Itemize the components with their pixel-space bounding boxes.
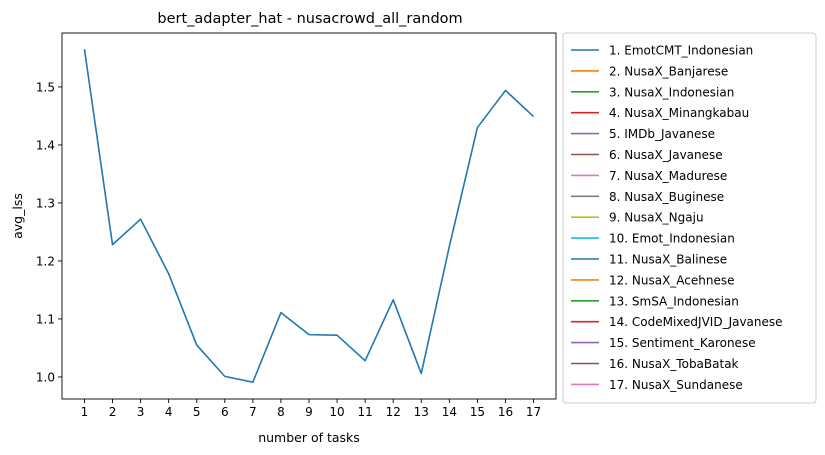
legend-label: 7. NusaX_Madurese bbox=[609, 169, 727, 183]
x-tick-label: 10 bbox=[329, 405, 344, 419]
x-tick-label: 2 bbox=[109, 405, 117, 419]
x-axis: 1 2 3 4 5 6 7 8 9 10 11 12 13 14 15 16 17 bbox=[81, 399, 541, 419]
legend-label: 2. NusaX_Banjarese bbox=[609, 64, 728, 78]
legend-label: 9. NusaX_Ngaju bbox=[609, 211, 704, 225]
legend-item: 16. NusaX_TobaBatak bbox=[571, 357, 739, 371]
y-tick-label: 1.0 bbox=[36, 370, 55, 384]
legend-label: 13. SmSA_Indonesian bbox=[609, 294, 739, 308]
legend-item: 11. NusaX_Balinese bbox=[571, 253, 727, 267]
x-tick-label: 3 bbox=[137, 405, 145, 419]
legend-label: 8. NusaX_Buginese bbox=[609, 190, 724, 204]
plot-area bbox=[61, 32, 557, 400]
series-line bbox=[83, 49, 535, 383]
legend-item: 1. EmotCMT_Indonesian bbox=[571, 44, 753, 58]
x-tick-label: 5 bbox=[193, 405, 201, 419]
legend-item: 15. Sentiment_Karonese bbox=[571, 336, 756, 350]
y-tick-label: 1.5 bbox=[36, 80, 55, 94]
legend-label: 10. Emot_Indonesian bbox=[609, 232, 735, 246]
legend-label: 14. CodeMixedJVID_Javanese bbox=[609, 315, 783, 329]
x-tick-label: 12 bbox=[386, 405, 401, 419]
legend: 1. EmotCMT_Indonesian 2. NusaX_Banjarese 3… bbox=[562, 32, 817, 404]
x-tick-label: 14 bbox=[442, 405, 457, 419]
series-layer bbox=[83, 49, 535, 383]
legend-item: 14. CodeMixedJVID_Javanese bbox=[571, 315, 783, 329]
legend-label: 11. NusaX_Balinese bbox=[609, 253, 727, 267]
x-tick-label: 6 bbox=[221, 405, 229, 419]
legend-label: 1. EmotCMT_Indonesian bbox=[609, 44, 753, 58]
legend-item: 12. NusaX_Acehnese bbox=[571, 273, 735, 287]
x-tick-label: 17 bbox=[526, 405, 541, 419]
legend-label: 17. NusaX_Sundanese bbox=[609, 378, 743, 392]
legend-item: 8. NusaX_Buginese bbox=[571, 190, 724, 204]
y-tick-label: 1.1 bbox=[36, 312, 55, 326]
legend-item: 2. NusaX_Banjarese bbox=[571, 64, 728, 78]
legend-item: 6. NusaX_Javanese bbox=[571, 148, 723, 162]
legend-label: 4. NusaX_Minangkabau bbox=[609, 106, 749, 120]
y-axis: 1.0 1.1 1.2 1.3 1.4 1.5 bbox=[36, 80, 62, 384]
legend-item: 17. NusaX_Sundanese bbox=[571, 378, 743, 392]
x-tick-label: 8 bbox=[277, 405, 285, 419]
legend-frame bbox=[562, 32, 817, 404]
legend-item: 7. NusaX_Madurese bbox=[571, 169, 727, 183]
legend-label: 5. IMDb_Javanese bbox=[609, 127, 715, 141]
legend-item: 5. IMDb_Javanese bbox=[571, 127, 715, 141]
x-axis-label: number of tasks bbox=[258, 430, 360, 445]
legend-label: 6. NusaX_Javanese bbox=[609, 148, 723, 162]
x-tick-label: 15 bbox=[470, 405, 485, 419]
legend-item: 13. SmSA_Indonesian bbox=[571, 294, 739, 308]
x-tick-label: 16 bbox=[498, 405, 513, 419]
chart-title: bert_adapter_hat - nusacrowd_all_random bbox=[157, 11, 462, 27]
y-tick-label: 1.4 bbox=[36, 138, 55, 152]
x-tick-label: 4 bbox=[165, 405, 173, 419]
x-tick-label: 1 bbox=[81, 405, 89, 419]
legend-label: 3. NusaX_Indonesian bbox=[609, 85, 734, 99]
legend-label: 16. NusaX_TobaBatak bbox=[609, 357, 739, 371]
legend-item: 3. NusaX_Indonesian bbox=[571, 85, 734, 99]
legend-item: 10. Emot_Indonesian bbox=[571, 232, 735, 246]
legend-item: 4. NusaX_Minangkabau bbox=[571, 106, 749, 120]
x-tick-label: 9 bbox=[305, 405, 313, 419]
y-tick-label: 1.2 bbox=[36, 254, 55, 268]
y-tick-label: 1.3 bbox=[36, 196, 55, 210]
legend-item: 9. NusaX_Ngaju bbox=[571, 211, 704, 225]
y-axis-label: avg_lss bbox=[10, 193, 25, 239]
x-tick-label: 13 bbox=[414, 405, 429, 419]
plot-frame bbox=[61, 32, 557, 400]
legend-label: 12. NusaX_Acehnese bbox=[609, 273, 735, 287]
x-tick-label: 7 bbox=[249, 405, 257, 419]
x-tick-label: 11 bbox=[357, 405, 372, 419]
legend-label: 15. Sentiment_Karonese bbox=[609, 336, 756, 350]
